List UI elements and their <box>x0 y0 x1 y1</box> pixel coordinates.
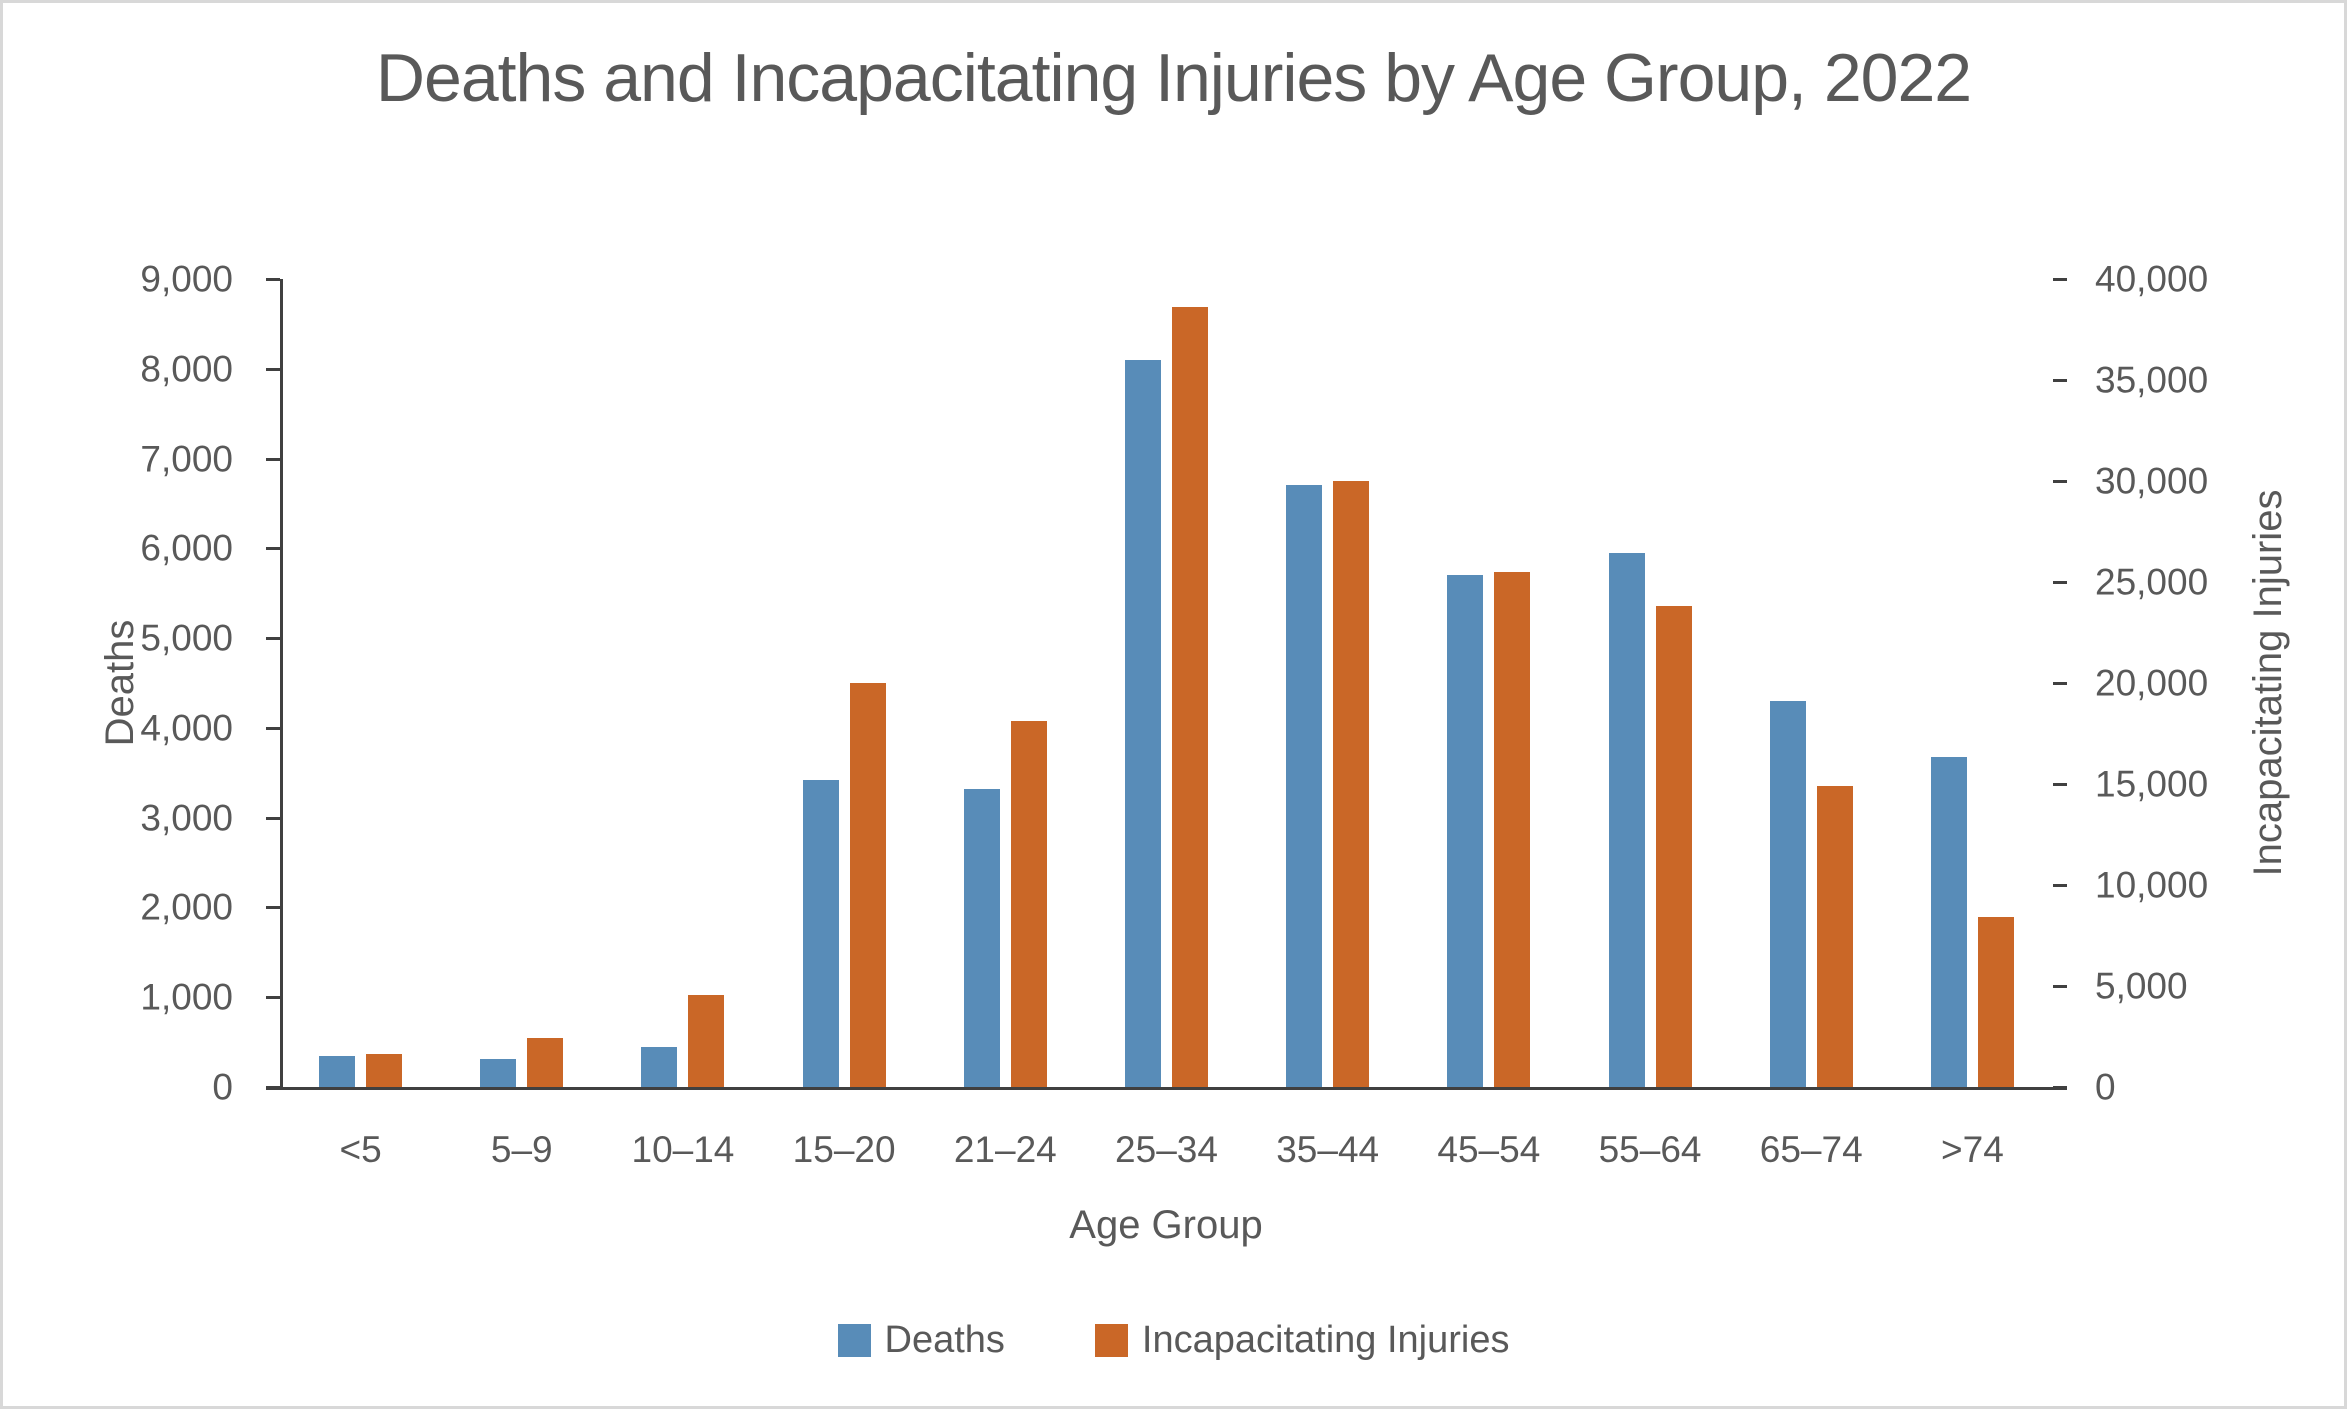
right-axis-tick <box>2053 581 2067 584</box>
chart-title: Deaths and Incapacitating Injuries by Ag… <box>375 40 1972 116</box>
right-axis-title: Incapacitating Injuries <box>2246 489 2290 877</box>
left-axis-tick <box>266 547 280 551</box>
bar-deaths <box>1608 552 1645 1087</box>
x-axis-category-label: <5 <box>339 1129 382 1170</box>
bar-deaths <box>319 1055 356 1087</box>
x-axis-category-label: 21–24 <box>953 1129 1057 1170</box>
x-axis-title: Age Group <box>1069 1203 1263 1247</box>
left-axis-tick <box>266 816 280 820</box>
deaths-legend-label: Deaths <box>884 1319 1005 1361</box>
bar-incapacitating-injuries <box>1010 721 1047 1087</box>
injuries-legend-label: Incapacitating Injuries <box>1141 1319 1510 1361</box>
left-axis-tick-label: 1,000 <box>140 976 233 1018</box>
right-axis-tick <box>2053 682 2067 685</box>
left-axis-tick-label: 0 <box>212 1066 233 1108</box>
x-axis-category-label: 65–74 <box>1759 1129 1863 1170</box>
injuries-legend-swatch-icon <box>1094 1323 1128 1357</box>
bar-incapacitating-injuries <box>1655 606 1692 1087</box>
bar-deaths <box>480 1059 517 1087</box>
x-axis-category-label: 25–34 <box>1115 1129 1218 1170</box>
x-axis-category-label: 10–14 <box>631 1129 735 1170</box>
left-axis-tick-label: 3,000 <box>140 797 233 839</box>
right-axis-tick-label: 35,000 <box>2095 359 2209 401</box>
right-axis-tick <box>2053 480 2067 483</box>
left-axis-tick <box>266 367 280 371</box>
right-axis-tick <box>2053 1086 2067 1089</box>
right-axis-tick-label: 30,000 <box>2095 460 2209 502</box>
right-axis-tick-label: 5,000 <box>2095 965 2188 1007</box>
left-axis-line <box>280 279 283 1090</box>
bar-incapacitating-injuries <box>1333 481 1370 1087</box>
bar-incapacitating-injuries <box>527 1037 564 1087</box>
left-axis-tick <box>266 726 280 730</box>
left-axis-tick-label: 4,000 <box>140 707 233 749</box>
bar-deaths <box>1125 359 1161 1087</box>
left-axis-title: Deaths <box>98 619 142 747</box>
right-axis-tick <box>2053 783 2067 786</box>
right-axis-tick <box>2053 884 2067 887</box>
bar-deaths <box>1930 756 1967 1087</box>
left-axis-tick <box>266 278 280 281</box>
left-axis-tick-label: 2,000 <box>140 886 233 928</box>
x-axis-category-label: 35–44 <box>1276 1129 1380 1170</box>
right-axis-tick-label: 0 <box>2095 1066 2116 1108</box>
x-axis-category-label: >74 <box>1941 1129 2004 1170</box>
right-axis-tick-label: 10,000 <box>2095 864 2209 906</box>
bar-deaths <box>641 1046 678 1087</box>
x-axis-line <box>266 1087 2067 1090</box>
left-axis-tick-label: 7,000 <box>140 438 233 480</box>
left-axis-tick-label: 5,000 <box>140 617 233 659</box>
legend: Deaths Incapacitating Injuries <box>3 1321 2344 1359</box>
bar-deaths <box>1769 700 1806 1087</box>
legend-entry-incapacitating-injuries: Incapacitating Injuries <box>1094 1319 1510 1361</box>
left-axis-tick-label: 6,000 <box>140 527 233 569</box>
x-axis-category-label: 55–64 <box>1598 1129 1702 1170</box>
right-axis-tick-label: 15,000 <box>2095 763 2209 805</box>
left-axis-tick-label: 8,000 <box>140 348 233 390</box>
bar-incapacitating-injuries <box>1494 571 1531 1087</box>
legend-entry-deaths: Deaths <box>837 1319 1005 1361</box>
bar-deaths <box>802 779 839 1087</box>
right-axis-tick <box>2053 985 2067 988</box>
bar-incapacitating-injuries <box>1816 786 1853 1087</box>
left-axis-tick <box>266 457 280 461</box>
left-axis-tick <box>266 1086 280 1089</box>
x-axis-category-label: 5–9 <box>490 1129 553 1170</box>
right-axis-tick-label: 20,000 <box>2095 662 2209 704</box>
bar-incapacitating-injuries <box>1977 917 2014 1087</box>
right-axis-tick <box>2053 278 2067 281</box>
left-axis-tick <box>266 637 280 641</box>
right-axis-tick-label: 40,000 <box>2095 258 2209 300</box>
bar-deaths <box>1286 485 1323 1087</box>
bar-deaths <box>963 788 1000 1087</box>
bar-deaths <box>1447 575 1484 1087</box>
bar-incapacitating-injuries <box>1172 307 1208 1087</box>
bar-incapacitating-injuries <box>849 683 886 1087</box>
right-axis-tick-label: 25,000 <box>2095 561 2209 603</box>
right-axis-tick <box>2053 379 2067 382</box>
left-axis-tick-label: 9,000 <box>140 258 233 300</box>
x-axis-category-label: 45–54 <box>1437 1129 1541 1170</box>
plot-area: 0 1,000 2,000 3,000 4,000 5,000 6,000 7,000 8,00… <box>3 3 2344 1406</box>
left-axis-tick <box>266 996 280 1000</box>
x-axis-category-label: 15–20 <box>792 1129 896 1170</box>
bar-incapacitating-injuries <box>366 1053 403 1087</box>
deaths-legend-swatch-icon <box>837 1323 871 1357</box>
left-axis-tick <box>266 906 280 910</box>
bar-incapacitating-injuries <box>688 995 725 1087</box>
